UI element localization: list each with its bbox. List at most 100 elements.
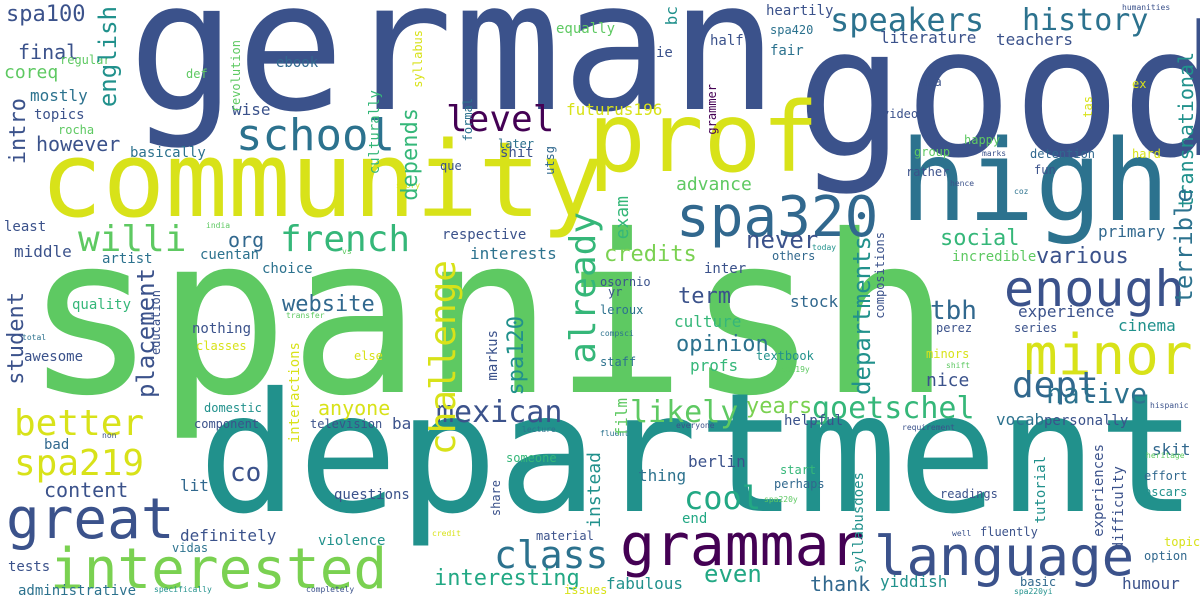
word-total: total [22,333,47,342]
word-experiences: experiences [1091,444,1107,537]
word-interactions: interactions [287,342,303,444]
word-ex: ex [1132,77,1147,91]
word-specifically: specifically [154,585,212,594]
word-minors: minors [926,347,970,361]
word-ba: ba [392,414,412,433]
word-spa220yi: spa220yi [1014,587,1053,596]
word-inter: inter [704,261,747,277]
word-syllabus: syllabus [411,30,425,88]
word-requirement: requirement [902,423,955,432]
word-education: education [149,290,163,356]
word-transfer: transfer [286,311,325,320]
word-level: level [446,99,555,140]
word-futurus196: futurus196 [566,100,663,119]
word-difficulty: difficulty [1111,466,1127,551]
word-bad: bad [44,437,70,453]
word-spa220y: spa220y [764,495,798,504]
word-already: already [563,212,604,364]
word-non: non [102,431,117,440]
word-syllabusdoes: syllabusdoes [851,472,867,574]
word-co: co [230,458,262,488]
word-wise: wise [232,100,271,119]
word-never: never [746,226,819,254]
word-effort: effort [1144,469,1188,483]
word-fun: fun [1034,163,1056,177]
word-readings: readings [940,487,998,501]
word-final: final [18,40,79,64]
word-coreq: coreq [4,62,59,83]
word-hard: hard [1132,147,1161,161]
word-basically: basically [130,145,206,161]
word-markus: markus [485,330,501,381]
word-film: film [612,398,631,437]
word-helpful: helpful [784,413,844,429]
word-story: story [396,181,421,190]
word-fair: fair [770,43,804,59]
word-vidas: vidas [172,541,209,555]
word-detention: detention [1030,147,1096,161]
word-high: high [900,117,1170,247]
word-marks: marks [982,149,1007,158]
word-humanities: humanities [1122,3,1171,12]
word-content: content [44,478,129,502]
word-administrative: administrative [18,583,137,599]
word-exam: exam [612,196,633,240]
word-video: video [882,107,919,121]
word-coz: coz [1014,187,1029,196]
word-spanish: spanish [24,188,952,444]
word-issues: issues [564,583,608,597]
word-experience: experience [1018,302,1115,321]
word-spa219: spa219 [14,443,145,484]
word-ana: ana [920,75,942,89]
word-oscars: oscars [1144,485,1188,499]
word-well: well [952,529,972,538]
word-today: today [812,243,837,252]
word-interests: interests [470,244,557,263]
word-mostly: mostly [30,86,88,105]
word-least: least [4,219,47,235]
word-domestic: domestic [204,401,262,415]
word-lecture: lecture [522,425,556,434]
word-cuentan: cuentan [200,247,260,263]
word-material: material [536,529,594,543]
word-hence: hence [950,179,975,188]
word-def: def [186,67,208,81]
word-respective: respective [442,227,527,243]
word-goetschel: goetschel [812,391,975,426]
word-spa120: spa120 [504,316,529,396]
word-share: share [489,480,503,517]
word-likely: likely [630,395,739,430]
word-advance: advance [676,174,752,195]
word-someone: someone [506,451,557,465]
word-student: student [4,292,29,385]
word-berlin: berlin [688,452,746,471]
word-literature: literature [880,28,977,47]
word-topic: topic [1164,535,1200,549]
word-minor: minor [1024,323,1193,388]
word-ebook: ebook [276,55,319,71]
word-basic: basic [1020,575,1057,589]
word-start: start [780,463,817,477]
word-spa420: spa420 [770,23,814,37]
word-formal: formal [461,98,475,142]
word-however: however [36,132,121,156]
word-quality: quality [72,297,132,313]
word-ie: ie [656,45,673,61]
word-french: french [280,219,411,260]
word-mexican: mexican [436,395,563,430]
word-spa100: spa100 [6,2,86,27]
word-heartily: heartily [766,3,834,19]
word-better: better [14,403,145,444]
word-middle: middle [14,242,72,261]
word-textbook: textbook [756,349,814,363]
word-skit: skit [1152,440,1191,459]
word-bc: bc [662,6,681,26]
word-primary: primary [1098,222,1166,241]
word-anyone: anyone [318,396,391,420]
word-component: component [194,417,260,431]
word-interesting: interesting [434,566,580,591]
word-staff: staff [600,355,637,369]
word-depends: depends [398,108,423,201]
word-history: history [1022,3,1149,38]
